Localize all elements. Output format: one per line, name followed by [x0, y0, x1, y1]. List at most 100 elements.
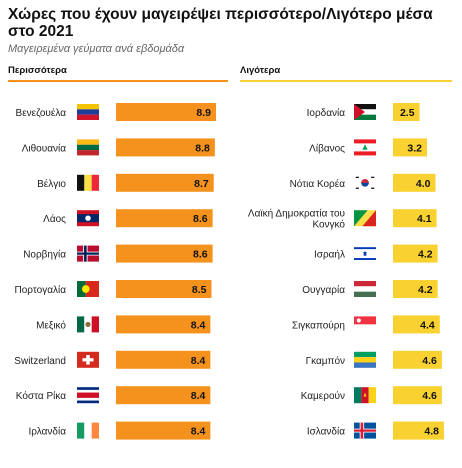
bar	[393, 173, 436, 192]
category-label: Λίβανος	[309, 142, 345, 154]
least-cooked-chart: Ιορδανία 2.5 Λίβανος 3.2 Νότια Κορέα 4.0 Λαϊκή…	[248, 103, 444, 440]
bar-row: Switzerland 8.4	[14, 350, 211, 369]
bar-row: Κόστα Ρίκα 8.4	[16, 386, 211, 405]
value-label: 4.8	[424, 426, 439, 438]
category-label: Ισραήλ	[314, 249, 345, 261]
category-label: Κόστα Ρίκα	[16, 390, 66, 402]
category-label: Μεξικό	[36, 319, 66, 331]
category-label: Νορβηγία	[23, 249, 66, 261]
bar-row: Ουγγαρία 4.2	[302, 280, 438, 298]
value-label: 4.4	[420, 319, 435, 331]
category-label: Νότια Κορέα	[290, 178, 346, 190]
bar	[116, 209, 213, 228]
bar-row: Ιορδανία 2.5	[307, 103, 420, 121]
bar	[393, 350, 442, 369]
lithuania-flag	[77, 139, 99, 156]
iceland-flag	[354, 422, 376, 439]
cameroon-flag	[354, 387, 376, 404]
bar	[393, 209, 437, 228]
value-label: 8.4	[191, 390, 206, 402]
bar	[393, 386, 442, 405]
jordan-flag	[354, 104, 376, 120]
bar	[116, 386, 211, 405]
bar	[393, 421, 444, 440]
category-label: Ισλανδία	[307, 426, 345, 438]
laos-flag	[77, 210, 99, 227]
bar-row: Λάος 8.6	[43, 209, 213, 228]
congo-flag	[354, 210, 376, 227]
value-label: 8.5	[192, 284, 207, 296]
lebanon-flag	[354, 139, 376, 156]
value-label: 8.6	[193, 249, 208, 261]
value-label: 4.6	[422, 390, 437, 402]
category-label: Ουγγαρία	[302, 284, 345, 296]
bar	[393, 280, 438, 298]
israel-flag	[354, 245, 376, 262]
mexico-flag	[77, 316, 99, 333]
category-label: Ιρλανδία	[29, 426, 67, 438]
value-label: 4.6	[422, 355, 437, 367]
gabon-flag	[354, 351, 376, 368]
value-label: 8.4	[191, 319, 206, 331]
most-cooked-chart: Βενεζουέλα 8.9 Λιθουανία 8.8 Βέλγιο 8.7 Λάος 8.…	[14, 103, 216, 440]
switzerland-flag	[77, 351, 99, 368]
value-label: 8.8	[195, 142, 210, 154]
south-korea-flag	[354, 174, 376, 191]
costa-rica-flag	[77, 387, 99, 404]
value-label: 2.5	[400, 107, 415, 119]
value-label: 8.7	[194, 178, 209, 190]
portugal-flag	[77, 281, 99, 297]
bar-row: Νότια Κορέα 4.0	[290, 173, 436, 192]
bar-row: Βέλγιο 8.7	[37, 173, 214, 192]
bar-row: Καμερούν 4.6	[301, 386, 442, 405]
hungary-flag	[354, 281, 376, 297]
value-label: 8.6	[193, 213, 208, 225]
value-label: 4.0	[416, 178, 431, 190]
bar-row: Ισλανδία 4.8	[307, 421, 444, 440]
bar-row: Ισραήλ 4.2	[314, 244, 438, 263]
category-label: Σιγκαπούρη	[292, 319, 345, 331]
bar	[393, 315, 440, 334]
bar-row: Πορτογαλία 8.5	[15, 280, 212, 298]
category-label: Πορτογαλία	[15, 284, 67, 296]
category-label: Βέλγιο	[37, 178, 66, 190]
bar-row: Λίβανος 3.2	[309, 138, 427, 157]
bar	[116, 350, 211, 369]
value-label: 8.4	[191, 355, 206, 367]
bar	[393, 103, 420, 121]
value-label: 8.4	[191, 426, 206, 438]
bar-row: Σιγκαπούρη 4.4	[292, 315, 440, 334]
least-header-rule	[240, 80, 452, 82]
category-label: Γκαμπόν	[306, 355, 345, 367]
bar-row: Βενεζουέλα 8.9	[16, 103, 216, 121]
value-label: 4.2	[418, 249, 433, 261]
bar-row: Ιρλανδία 8.4	[29, 421, 211, 440]
chart-subtitle: Μαγειρεμένα γεύματα ανά εβδομάδα	[8, 43, 185, 55]
category-label: Λιθουανία	[22, 142, 66, 154]
category-label: Switzerland	[14, 356, 66, 367]
most-column-header: Περισσότερα	[8, 65, 67, 76]
bar	[116, 421, 211, 440]
bar	[116, 138, 215, 157]
bar	[116, 173, 214, 192]
ireland-flag	[77, 422, 99, 439]
category-label: Βενεζουέλα	[16, 107, 67, 119]
bar	[116, 244, 213, 263]
norway-flag	[77, 245, 99, 262]
bar-row: Μεξικό 8.4	[36, 315, 211, 334]
singapore-flag	[354, 316, 376, 333]
category-label: Κονγκό	[312, 219, 345, 231]
belgium-flag	[77, 174, 99, 191]
value-label: 4.2	[418, 284, 433, 296]
bar	[116, 280, 212, 298]
bar	[393, 244, 438, 263]
category-label: Λάος	[43, 213, 66, 225]
bar	[116, 103, 216, 121]
category-label: Λαϊκή Δημοκρατία του	[248, 208, 345, 220]
most-header-rule	[8, 80, 228, 82]
bar-row: Νορβηγία 8.6	[23, 244, 213, 263]
bar	[116, 315, 211, 334]
category-label: Ιορδανία	[307, 107, 346, 119]
